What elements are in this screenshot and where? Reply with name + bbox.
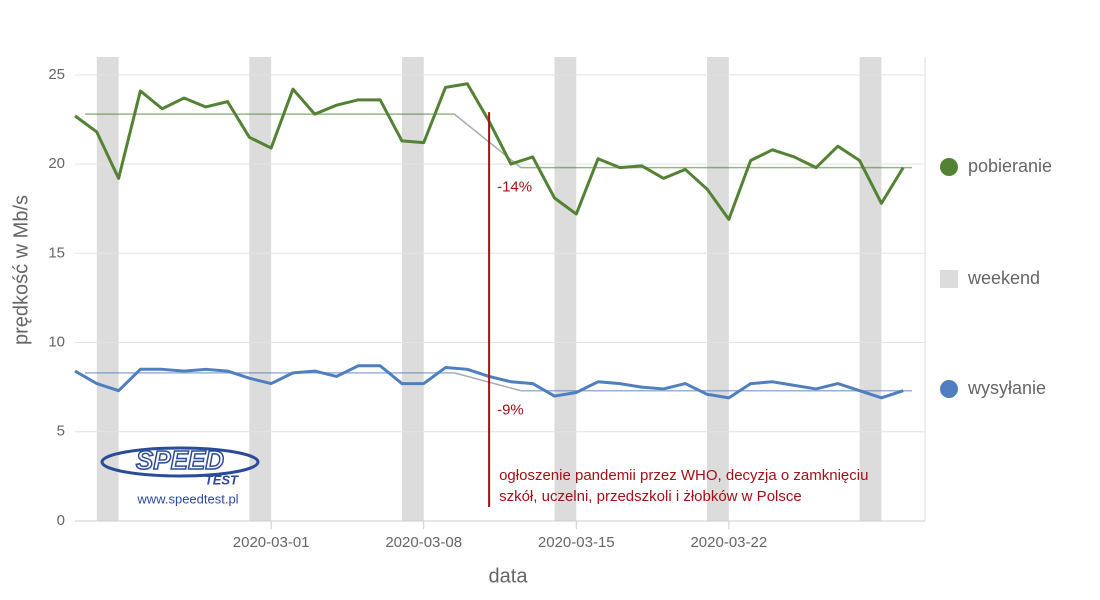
y-tick-label: 10 xyxy=(48,334,65,351)
weekend-band xyxy=(96,57,119,521)
legend-swatch xyxy=(940,380,958,398)
change-label: -9% xyxy=(497,402,524,419)
weekend-band xyxy=(401,57,424,521)
y-tick-label: 15 xyxy=(48,244,65,261)
weekend-band xyxy=(859,57,882,521)
y-tick-label: 5 xyxy=(57,423,65,440)
legend-label: pobieranie xyxy=(968,156,1052,176)
logo-url: www.speedtest.pl xyxy=(136,491,238,506)
event-text: ogłoszenie pandemii przez WHO, decyzja o… xyxy=(499,467,868,484)
legend-label: wysyłanie xyxy=(967,378,1046,398)
weekend-band xyxy=(249,57,272,521)
y-axis-label: prędkość w Mb/s xyxy=(10,195,32,345)
legend-label: weekend xyxy=(967,268,1040,288)
weekend-band xyxy=(554,57,577,521)
y-tick-label: 20 xyxy=(48,155,65,172)
logo-swoosh xyxy=(100,446,260,478)
legend-swatch xyxy=(940,158,958,176)
average-drop xyxy=(454,372,522,392)
y-tick-label: 0 xyxy=(57,512,65,529)
weekend-band xyxy=(707,57,729,521)
change-label: -14% xyxy=(497,179,532,196)
logo-sub: TEST xyxy=(205,472,239,487)
x-axis-label: data xyxy=(489,565,529,587)
average-drop xyxy=(453,113,522,169)
x-tick-label: 2020-03-22 xyxy=(690,534,767,551)
x-tick-label: 2020-03-08 xyxy=(385,534,462,551)
x-tick-label: 2020-03-01 xyxy=(233,534,310,551)
event-text: szkół, uczelni, przedszkoli i żłobków w … xyxy=(499,488,802,505)
logo-brand: SPEED xyxy=(136,445,224,475)
logo: SPEED TEST www.speedtest.pl xyxy=(100,444,260,506)
x-tick-label: 2020-03-15 xyxy=(538,534,615,551)
y-tick-label: 25 xyxy=(48,66,65,83)
legend-swatch xyxy=(940,270,958,288)
